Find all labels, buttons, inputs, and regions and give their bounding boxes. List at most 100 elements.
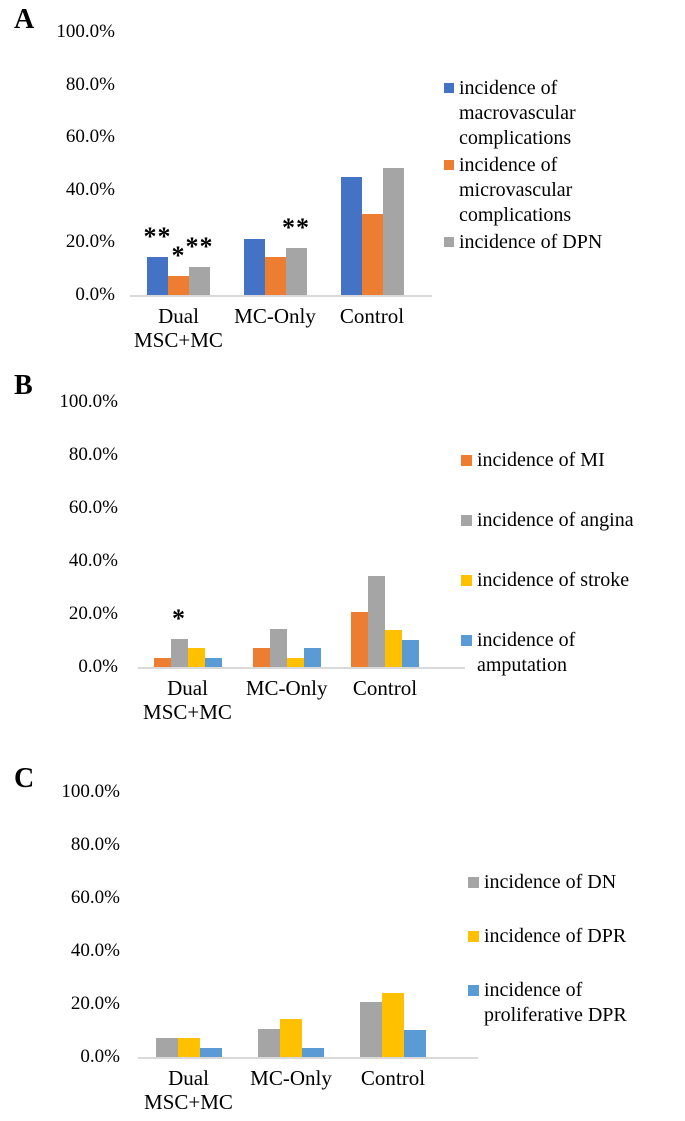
legend-swatch (461, 455, 472, 466)
bar-group: ** * ** (124, 224, 234, 295)
y-tick-label: 100.0% (59, 391, 118, 412)
bar (404, 1029, 426, 1057)
legend-label: incidence of MI (477, 449, 605, 471)
legend-swatch (461, 635, 472, 646)
y-tick-label: 0.0% (75, 284, 115, 305)
bar-slot (243, 238, 265, 295)
bar-group (330, 575, 440, 667)
panel-letter-a: A (14, 4, 35, 35)
legend-label: incidence of angina (477, 509, 634, 531)
bar-slot (303, 648, 321, 667)
y-tick-label: 20.0% (65, 231, 115, 253)
bar-slot (385, 630, 402, 667)
legend-item: incidence of amputation (461, 628, 634, 678)
bar (302, 1047, 324, 1057)
legend-item: incidence of MI (461, 448, 634, 473)
category-label: MC-Only (234, 304, 316, 328)
x-axis-line (138, 667, 465, 669)
legend: incidence of macrovascular complications… (444, 76, 602, 255)
bar (382, 993, 404, 1057)
bar (258, 1028, 280, 1057)
category-label: Dual MSC+MC (144, 1066, 233, 1114)
legend-item: incidence of DN (468, 870, 627, 895)
legend-swatch (461, 515, 472, 526)
bar (361, 213, 383, 295)
legend-swatch (444, 237, 454, 247)
bar (189, 266, 210, 295)
legend-item: incidence of proliferative DPR (468, 978, 627, 1028)
significance-marker: * (171, 241, 186, 271)
y-axis: 100.0% 80.0% 60.0% 40.0% 20.0% 0.0% (0, 740, 130, 1121)
category-label: Control (339, 304, 405, 328)
bar-slot (286, 657, 304, 667)
category-label: MC-Only (245, 676, 328, 700)
y-tick-label: 40.0% (65, 178, 115, 200)
legend-swatch (461, 575, 472, 586)
y-tick-label: 100.0% (61, 781, 120, 802)
y-tick-label: 20.0% (70, 993, 120, 1014)
x-axis-line (138, 1057, 478, 1059)
bar-slot (382, 168, 404, 295)
legend-label: incidence of stroke (477, 569, 630, 591)
bar-slot (404, 1029, 426, 1057)
bar-slot: * (170, 605, 188, 667)
category-label: MC-Only (250, 1066, 332, 1090)
legend-label: incidence of amputation (477, 629, 576, 676)
panel-b: B 100.0% 80.0% 60.0% 40.0% 20.0% 0.0% * Dual M… (0, 370, 685, 740)
legend-item: incidence of DPR (468, 924, 627, 949)
y-tick-label: 60.0% (65, 126, 115, 148)
category-label: Dual MSC+MC (134, 304, 223, 352)
category-label: Dual MSC+MC (143, 676, 232, 724)
plot-area: * Dual MSC+MC MC-Only Control (138, 402, 465, 724)
bar-slot (361, 213, 383, 295)
bar-slot (199, 1047, 222, 1057)
bar (199, 1047, 222, 1057)
legend-label: incidence of macrovascular complications (459, 77, 576, 149)
bar-slot (204, 657, 222, 667)
bar (252, 648, 270, 667)
bar-slot (264, 257, 286, 295)
bar-slot: ** (282, 214, 309, 295)
bar-slot (269, 629, 287, 667)
bar-slot (187, 648, 205, 667)
legend-label: incidence of proliferative DPR (484, 979, 627, 1026)
category-label: Control (360, 1066, 426, 1090)
bar-slot (368, 575, 385, 667)
panel-letter-b: B (14, 370, 33, 401)
legend-swatch (468, 877, 479, 888)
y-tick-label: 80.0% (70, 834, 120, 855)
legend-label: incidence of DPN (459, 231, 603, 253)
bar (177, 1038, 200, 1057)
y-tick-label: 20.0% (68, 603, 118, 624)
y-tick-label: 100.0% (56, 21, 115, 42)
bar (280, 1019, 302, 1057)
bar-slot: * (168, 241, 189, 295)
plot-area: Dual MSC+MC MC-Only Control (138, 792, 478, 1114)
y-axis: 100.0% 80.0% 60.0% 40.0% 20.0% 0.0% (0, 370, 130, 740)
legend-swatch (444, 83, 454, 93)
bar (286, 657, 304, 667)
category-label: Control (352, 676, 418, 700)
bar (285, 247, 307, 295)
bar (368, 575, 385, 667)
bar (382, 168, 404, 295)
bar-slot (280, 1019, 302, 1057)
bar (340, 177, 362, 295)
bar (153, 657, 171, 667)
bar-slot (302, 1047, 324, 1057)
bar-group (134, 1038, 244, 1057)
legend-item: incidence of DPN (444, 230, 602, 255)
bar (351, 612, 368, 667)
bar (385, 630, 402, 667)
bar-slot (252, 648, 270, 667)
bar-slot (382, 993, 404, 1057)
bar-slot: ** (144, 224, 171, 295)
y-axis: 100.0% 80.0% 60.0% 40.0% 20.0% 0.0% (0, 0, 130, 370)
bar (204, 657, 222, 667)
bar-group (232, 629, 342, 667)
legend: incidence of MI incidence of angina incide… (461, 448, 634, 678)
y-tick-label: 80.0% (65, 73, 115, 95)
legend-swatch (468, 931, 479, 942)
bar (269, 629, 287, 667)
bar (360, 1002, 382, 1057)
